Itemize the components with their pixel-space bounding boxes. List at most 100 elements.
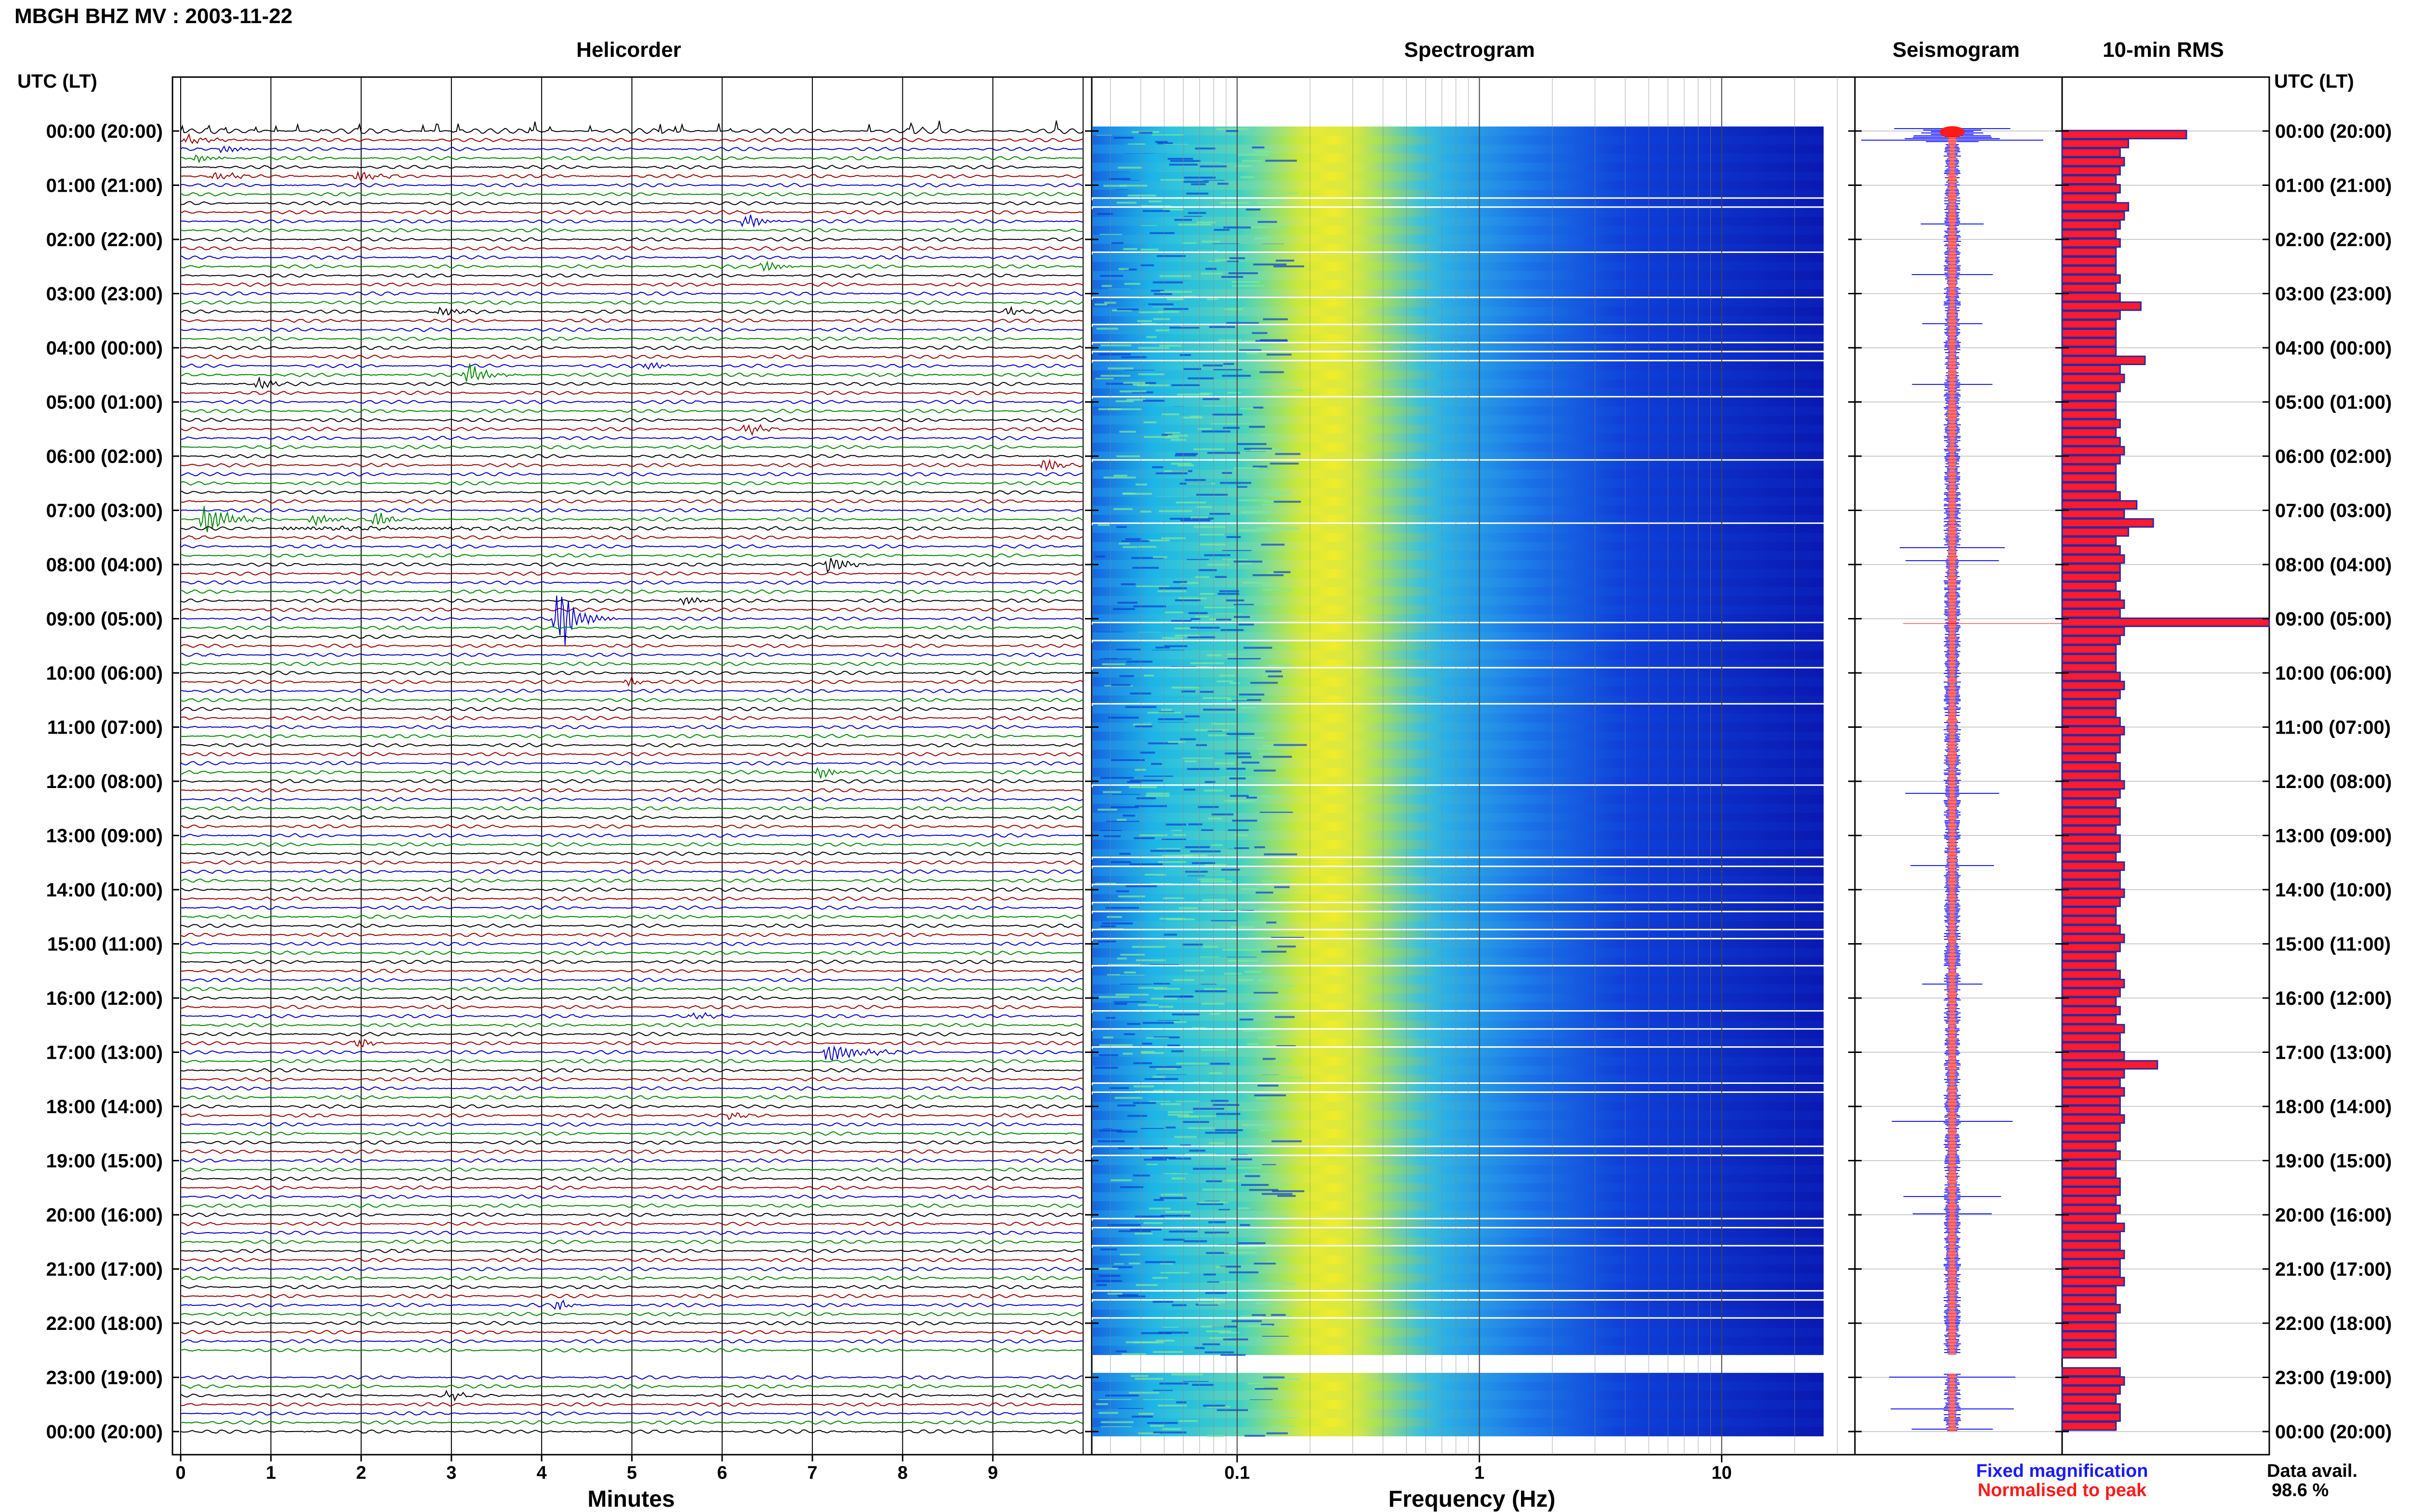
spectrogram-row [1093, 181, 1824, 190]
spectrogram-speckle [1191, 862, 1216, 864]
spectrogram-speckle [1124, 268, 1137, 271]
spectrogram-speckle [1133, 1174, 1150, 1177]
spectrogram-speckle [1260, 434, 1277, 436]
spectrogram-row [1093, 208, 1824, 217]
helicorder-trace-line [180, 725, 1084, 730]
spectrogram-speckle [1211, 844, 1223, 846]
helicorder-trace-line [180, 1203, 1084, 1208]
rms-bar [2061, 1349, 2117, 1359]
spectrogram-speckle [1263, 318, 1288, 320]
spectrogram-speckle [1175, 634, 1201, 637]
spectrogram-row [1093, 686, 1824, 696]
rms-bar [2061, 428, 2117, 437]
spectrogram-row [1093, 1129, 1824, 1139]
spectrogram-speckle [1191, 183, 1206, 185]
rms-bar [2061, 1268, 2121, 1277]
helicorder-trace-line [180, 851, 1084, 856]
rms-bar [2061, 780, 2125, 790]
spectrogram-speckle [1244, 1434, 1265, 1437]
rms-bar [2061, 807, 2121, 817]
spectrogram-speckle [1135, 725, 1152, 727]
spectrogram-speckle [1253, 407, 1264, 409]
helicorder-trace-line [180, 399, 1084, 405]
spectrogram-row [1093, 641, 1824, 651]
spectrogram-row [1093, 966, 1824, 976]
helicorder-trace-line [180, 580, 1084, 585]
time-label-right: 20:00 (16:00) [2275, 1205, 2392, 1226]
rms-bar [2061, 437, 2121, 447]
rms-bar [2061, 1313, 2117, 1323]
rms-bar [2061, 618, 2270, 627]
spectrogram-row [1093, 614, 1824, 624]
spectrogram-speckle [1120, 954, 1145, 956]
helicorder-trace-line [181, 896, 1084, 901]
spectrogram-speckle [1097, 213, 1113, 215]
helicorder-trace-line [180, 1429, 1084, 1434]
spectrogram-speckle [1272, 492, 1291, 494]
time-label-left: 18:00 (14:00) [46, 1096, 163, 1118]
time-label-left: 01:00 (21:00) [46, 175, 163, 197]
spectrogram-row [1093, 307, 1824, 316]
spectrogram-speckle [1117, 1104, 1136, 1107]
spectrogram-speckle [1262, 673, 1278, 676]
spectrogram-speckle [1180, 582, 1199, 584]
helicorder-trace-line [180, 1266, 1084, 1272]
spectrogram-speckle [1128, 1262, 1140, 1265]
spectrogram-speckle [1130, 1228, 1162, 1231]
spectrogram-speckle [1250, 449, 1273, 451]
spectrogram-speckle [1125, 538, 1141, 540]
seismogram-grid [1855, 131, 2062, 1432]
helicorder-trace-line [180, 1012, 1084, 1020]
spectrogram-speckle [1261, 543, 1285, 546]
rms-bar [2061, 554, 2125, 564]
helicorder-trace-line [180, 506, 1084, 532]
helicorder-trace-line [180, 1321, 1084, 1326]
rms-bar [2061, 319, 2117, 329]
spectrogram-speckle [1203, 946, 1218, 948]
spectrogram-speckle [1167, 158, 1193, 160]
spectrogram-speckle [1121, 583, 1136, 585]
spectrogram-speckle [1099, 1044, 1133, 1046]
spectrogram-speckle [1204, 554, 1231, 556]
x-axis-ticks: 0 1 2 3 4 5 6 7 8 9 0.1 1 10 [175, 1455, 1732, 1483]
spectrogram-speckle [1211, 723, 1237, 725]
spectrogram-row [1093, 1192, 1824, 1202]
time-label-left: 17:00 (13:00) [46, 1042, 163, 1064]
spectrogram-row [1093, 262, 1824, 272]
spectrogram-speckle [1254, 846, 1265, 848]
spectrogram-speckle [1266, 354, 1292, 356]
spectrogram-speckle [1119, 675, 1134, 677]
spectrogram-speckle [1254, 1262, 1276, 1265]
spectrogram-row [1093, 1048, 1824, 1057]
spectrogram-speckle [1232, 819, 1257, 822]
spectrogram-speckle [1260, 1323, 1274, 1326]
helicorder-trace-line [180, 589, 1084, 594]
helicorder-trace-line [180, 472, 1084, 477]
spectrogram-row [1093, 442, 1824, 452]
time-label-left: 07:00 (03:00) [46, 500, 163, 522]
helicorder-trace-line [180, 941, 1084, 947]
time-label-right: 06:00 (02:00) [2275, 446, 2392, 467]
rms-bar [2061, 861, 2125, 871]
data-availability-value: 98.6 % [2272, 1480, 2329, 1500]
rms-bar [2061, 563, 2121, 573]
spectrogram-speckle [1155, 472, 1188, 474]
time-label-right: 18:00 (14:00) [2275, 1096, 2392, 1118]
helicorder-trace-line [180, 1095, 1084, 1100]
helicorder-trace-line [180, 860, 1084, 865]
time-label-right: 05:00 (01:00) [2275, 392, 2392, 413]
spectrogram-speckle [1167, 1044, 1180, 1047]
spectrogram-row [1093, 343, 1824, 353]
spectrogram-speckle [1123, 381, 1146, 384]
minute-tick-label: 5 [627, 1463, 637, 1483]
spectrogram-row [1093, 903, 1824, 913]
spectrogram-row [1093, 921, 1824, 931]
spectrogram-speckle [1185, 479, 1206, 481]
helicorder-trace-line [180, 1194, 1084, 1199]
rms-bar [2061, 662, 2117, 672]
spectrogram-speckle [1223, 427, 1240, 429]
spectrogram-speckle [1193, 526, 1226, 528]
rms-bar [2061, 518, 2154, 528]
spectrogram-speckle [1217, 183, 1229, 185]
spectrogram-speckle [1138, 131, 1153, 134]
